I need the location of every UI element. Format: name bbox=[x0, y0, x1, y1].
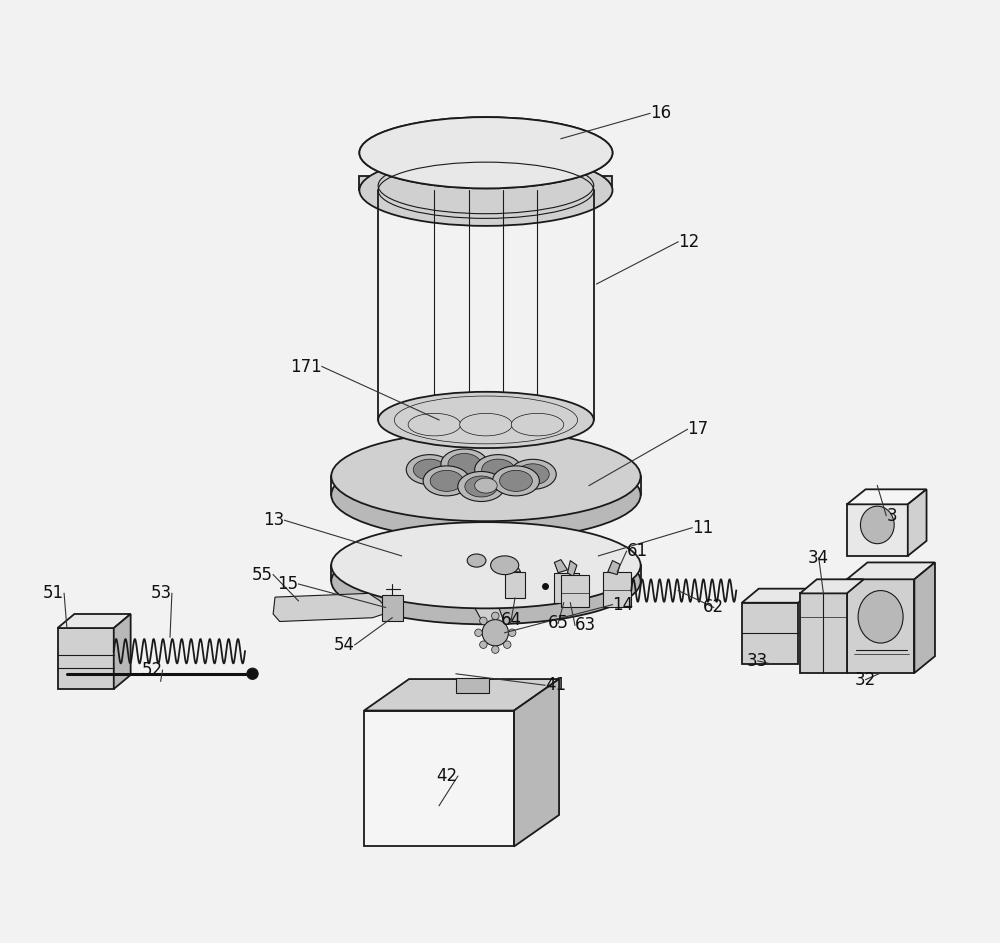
Ellipse shape bbox=[378, 392, 594, 448]
Polygon shape bbox=[58, 614, 131, 628]
Polygon shape bbox=[554, 559, 567, 572]
Ellipse shape bbox=[408, 413, 461, 436]
Polygon shape bbox=[847, 489, 927, 505]
Ellipse shape bbox=[475, 478, 497, 493]
Text: 15: 15 bbox=[277, 575, 298, 593]
Bar bbox=[554, 572, 579, 603]
Bar bbox=[456, 678, 489, 692]
Polygon shape bbox=[359, 176, 612, 190]
Bar bbox=[561, 574, 589, 607]
Ellipse shape bbox=[511, 413, 564, 436]
Text: 16: 16 bbox=[650, 105, 671, 123]
Bar bbox=[382, 595, 403, 621]
Polygon shape bbox=[908, 489, 927, 555]
Ellipse shape bbox=[503, 641, 511, 649]
Ellipse shape bbox=[480, 641, 487, 649]
Bar bbox=[742, 603, 798, 664]
Ellipse shape bbox=[441, 449, 488, 479]
Text: 53: 53 bbox=[151, 585, 172, 603]
Ellipse shape bbox=[482, 459, 515, 480]
Text: 11: 11 bbox=[692, 519, 713, 537]
Ellipse shape bbox=[458, 472, 505, 502]
Bar bbox=[847, 505, 908, 555]
Text: 171: 171 bbox=[290, 357, 322, 375]
Polygon shape bbox=[800, 579, 864, 593]
Text: 55: 55 bbox=[252, 566, 273, 584]
Polygon shape bbox=[914, 562, 935, 673]
Text: 51: 51 bbox=[43, 585, 64, 603]
Polygon shape bbox=[514, 679, 559, 847]
Ellipse shape bbox=[480, 617, 487, 624]
Ellipse shape bbox=[475, 629, 482, 637]
Ellipse shape bbox=[508, 629, 516, 637]
Ellipse shape bbox=[331, 450, 641, 540]
Text: 13: 13 bbox=[263, 511, 284, 529]
Ellipse shape bbox=[406, 455, 453, 485]
Bar bbox=[58, 628, 114, 689]
Ellipse shape bbox=[493, 466, 539, 496]
Text: 62: 62 bbox=[703, 599, 724, 617]
Bar bbox=[603, 571, 631, 607]
Ellipse shape bbox=[430, 471, 463, 491]
Ellipse shape bbox=[492, 646, 499, 653]
Ellipse shape bbox=[331, 522, 641, 608]
Polygon shape bbox=[364, 679, 559, 710]
Ellipse shape bbox=[492, 612, 499, 620]
Text: 65: 65 bbox=[548, 615, 569, 633]
Polygon shape bbox=[273, 593, 386, 621]
Text: 14: 14 bbox=[612, 596, 634, 614]
Text: 61: 61 bbox=[627, 542, 648, 560]
Ellipse shape bbox=[509, 459, 556, 489]
Text: 52: 52 bbox=[141, 661, 163, 679]
Polygon shape bbox=[742, 588, 815, 603]
Ellipse shape bbox=[475, 455, 522, 485]
Text: 42: 42 bbox=[437, 768, 458, 786]
Ellipse shape bbox=[858, 590, 903, 643]
Text: 33: 33 bbox=[747, 652, 768, 670]
Ellipse shape bbox=[465, 476, 498, 497]
Polygon shape bbox=[114, 614, 131, 689]
Ellipse shape bbox=[413, 459, 446, 480]
Text: 64: 64 bbox=[501, 611, 522, 629]
Text: 34: 34 bbox=[808, 549, 829, 567]
Ellipse shape bbox=[491, 555, 519, 574]
Polygon shape bbox=[463, 586, 505, 637]
Polygon shape bbox=[509, 562, 521, 571]
Bar bbox=[364, 710, 514, 847]
Bar bbox=[800, 593, 847, 673]
Ellipse shape bbox=[460, 413, 512, 436]
Text: 54: 54 bbox=[334, 636, 355, 653]
Ellipse shape bbox=[516, 464, 549, 485]
Text: 3: 3 bbox=[886, 506, 897, 524]
Text: 41: 41 bbox=[545, 676, 566, 694]
Bar bbox=[847, 579, 914, 673]
Polygon shape bbox=[847, 562, 935, 579]
Ellipse shape bbox=[503, 617, 511, 624]
Ellipse shape bbox=[331, 538, 641, 624]
Ellipse shape bbox=[482, 620, 508, 646]
Ellipse shape bbox=[860, 506, 894, 544]
Ellipse shape bbox=[359, 117, 612, 189]
Text: 32: 32 bbox=[855, 670, 876, 688]
Ellipse shape bbox=[448, 454, 481, 474]
Ellipse shape bbox=[247, 669, 258, 679]
Polygon shape bbox=[608, 560, 620, 574]
Bar bbox=[505, 571, 525, 598]
Ellipse shape bbox=[467, 554, 486, 567]
Ellipse shape bbox=[359, 155, 612, 226]
Text: 12: 12 bbox=[678, 233, 699, 251]
Ellipse shape bbox=[331, 431, 641, 521]
Text: 17: 17 bbox=[687, 421, 709, 438]
Polygon shape bbox=[567, 560, 577, 576]
Ellipse shape bbox=[423, 466, 470, 496]
Ellipse shape bbox=[359, 117, 612, 189]
Text: 63: 63 bbox=[575, 616, 596, 635]
Ellipse shape bbox=[500, 471, 532, 491]
